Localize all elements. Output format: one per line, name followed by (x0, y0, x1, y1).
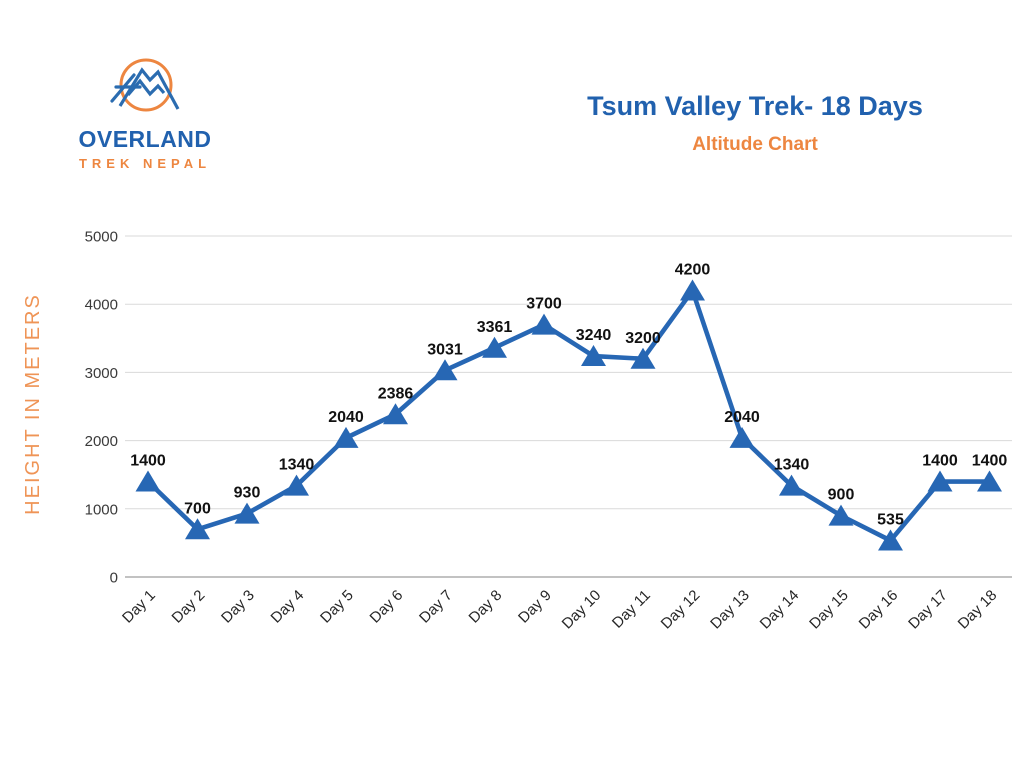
x-tick-label: Day 11 (609, 587, 654, 632)
marker-day-9 (531, 313, 557, 335)
x-tick-label: Day 3 (218, 587, 258, 627)
marker-day-1 (135, 470, 161, 492)
data-label: 4200 (675, 262, 711, 279)
marker-day-16 (878, 529, 903, 551)
data-label: 1400 (922, 453, 958, 470)
marker-day-11 (630, 347, 656, 369)
altitude-line (145, 288, 992, 543)
x-tick-label: Day 17 (905, 587, 951, 633)
x-tick-label: Day 13 (707, 587, 753, 633)
mountain-logo-icon (110, 58, 180, 112)
chart-title: Tsum Valley Trek- 18 Days (587, 91, 923, 121)
x-tick-label: Day 7 (416, 587, 456, 627)
y-tick-label: 5000 (85, 229, 118, 246)
chart-subtitle: Altitude Chart (692, 133, 818, 155)
marker-day-4 (284, 474, 309, 496)
x-tick-label: Day 8 (466, 587, 506, 627)
x-tick-label: Day 15 (806, 587, 852, 633)
data-label: 1400 (130, 453, 166, 470)
marker-day-13 (729, 426, 755, 448)
y-tick-label: 3000 (85, 365, 118, 382)
data-label: 2386 (378, 385, 414, 402)
x-tick-label: Day 12 (658, 587, 704, 633)
marker-day-18 (977, 470, 1002, 492)
y-tick-label: 1000 (85, 501, 118, 518)
data-label: 2040 (724, 409, 760, 426)
logo-name: OVERLAND (78, 126, 212, 152)
data-label: 3361 (477, 319, 513, 336)
marker-day-8 (482, 336, 507, 358)
data-label: 700 (184, 500, 211, 517)
logo-subname: TREK NEPAL (78, 156, 212, 171)
data-label: 900 (828, 487, 855, 504)
marker-day-14 (779, 474, 804, 496)
marker-day-6 (383, 403, 408, 425)
y-tick-label: 0 (110, 570, 118, 587)
data-label: 3200 (625, 330, 661, 347)
x-tick-label: Day 18 (955, 587, 1001, 633)
x-tick-label: Day 6 (367, 587, 407, 627)
data-label: 2040 (328, 409, 364, 426)
logo: OVERLAND TREK NEPAL (76, 50, 214, 171)
x-tick-label: Day 16 (856, 587, 902, 633)
x-tick-label: Day 9 (515, 587, 555, 627)
data-label: 930 (234, 485, 261, 502)
marker-day-12 (680, 279, 705, 301)
x-tick-label: Day 1 (119, 587, 159, 627)
data-label: 3031 (427, 341, 463, 358)
x-tick-label: Day 14 (757, 587, 803, 633)
x-tick-label: Day 4 (268, 587, 308, 627)
chart-header: Tsum Valley Trek- 18 Days Altitude Chart (480, 91, 1024, 156)
marker-day-10 (581, 345, 606, 367)
x-tick-label: Day 10 (559, 587, 605, 633)
data-label: 535 (877, 512, 904, 529)
x-tick-label: Day 5 (317, 587, 357, 627)
y-tick-label: 4000 (85, 297, 118, 314)
data-label: 1340 (774, 457, 810, 474)
marker-day-5 (333, 426, 359, 448)
data-label: 3700 (526, 296, 562, 313)
y-tick-label: 2000 (85, 433, 118, 450)
data-label: 1400 (972, 453, 1008, 470)
marker-day-3 (234, 502, 260, 524)
marker-day-17 (927, 470, 953, 492)
marker-day-15 (828, 504, 854, 526)
data-label: 3240 (576, 327, 612, 344)
marker-day-7 (432, 359, 458, 381)
x-tick-label: Day 2 (169, 587, 209, 627)
marker-day-2 (185, 518, 210, 540)
data-label: 1340 (279, 457, 315, 474)
